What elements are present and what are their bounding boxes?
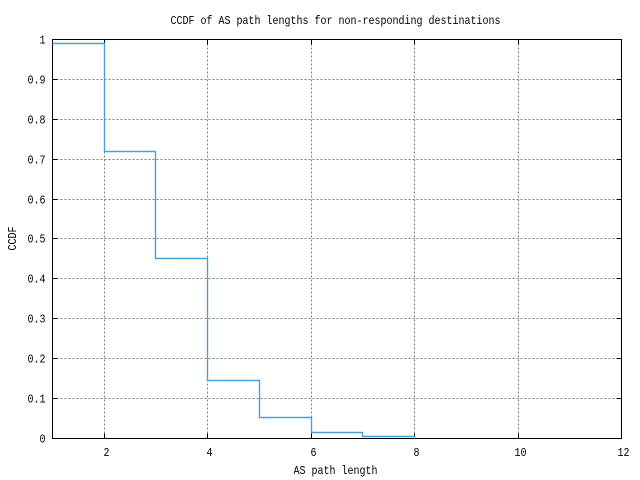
svg-text:1: 1: [40, 34, 46, 48]
svg-text:0.2: 0.2: [28, 353, 46, 367]
svg-text:6: 6: [311, 446, 317, 460]
svg-text:0: 0: [40, 433, 46, 447]
svg-text:0.8: 0.8: [28, 114, 46, 128]
svg-text:12: 12: [618, 446, 630, 460]
svg-text:0.7: 0.7: [28, 154, 46, 168]
svg-text:0.4: 0.4: [28, 273, 46, 287]
svg-text:8: 8: [414, 446, 420, 460]
svg-text:0.3: 0.3: [28, 313, 46, 327]
svg-text:CCDF of AS path lengths for no: CCDF of AS path lengths for non-respondi…: [171, 14, 501, 28]
svg-text:2: 2: [104, 446, 110, 460]
svg-text:CCDF: CCDF: [6, 227, 20, 251]
svg-text:0.1: 0.1: [28, 393, 46, 407]
svg-text:4: 4: [207, 446, 213, 460]
svg-text:10: 10: [515, 446, 527, 460]
svg-text:0.6: 0.6: [28, 194, 46, 208]
svg-text:0.5: 0.5: [28, 233, 46, 247]
svg-text:AS path length: AS path length: [294, 464, 378, 478]
svg-text:0.9: 0.9: [28, 74, 46, 88]
